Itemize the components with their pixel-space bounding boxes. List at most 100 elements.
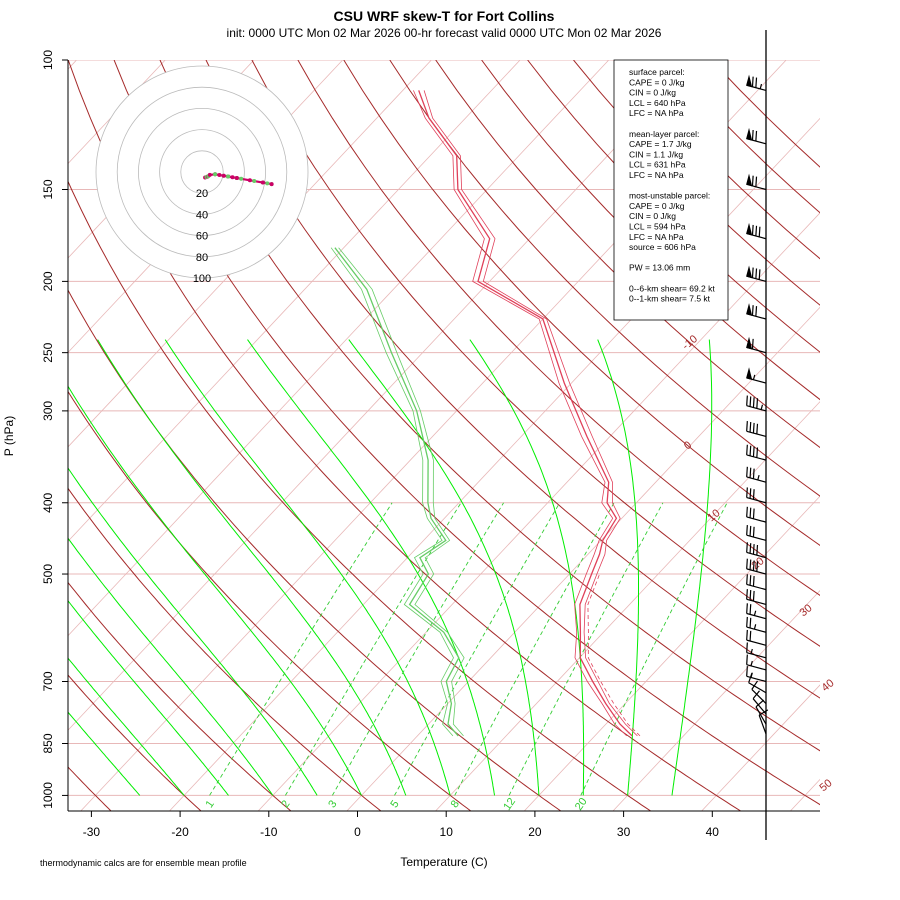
wind-barb-flag: [751, 267, 754, 278]
wind-barb-flag: [752, 508, 755, 519]
stats-line: CAPE = 0 J/kg: [629, 201, 685, 211]
profile-traces: [330, 90, 641, 737]
moist-adiabat: [348, 339, 540, 796]
wind-barb: [748, 672, 767, 694]
stats-line: LCL = 631 hPa: [629, 160, 686, 170]
wind-barb-flag: [752, 590, 755, 602]
wind-barb-flag: [749, 604, 752, 615]
dewpoint-trace: [330, 247, 454, 737]
wind-barb: [746, 524, 767, 541]
isotherm-line: [68, 60, 610, 637]
y-tick-label: 100: [41, 50, 55, 70]
wind-barb-pennant: [746, 222, 753, 236]
wind-barb-flag: [746, 506, 748, 517]
hodograph-point: [207, 172, 212, 177]
hodograph-point: [269, 182, 274, 187]
y-tick-label: 850: [41, 733, 55, 753]
hodograph-ring-label: 80: [196, 252, 208, 264]
wind-barb: [746, 127, 767, 145]
stats-line: PW = 13.06 mm: [629, 263, 690, 273]
stats-line: CIN = 1.1 J/kg: [629, 149, 683, 159]
wind-barb-flag: [749, 507, 752, 518]
chart-subtitle: init: 0000 UTC Mon 02 Mar 2026 00-hr for…: [227, 26, 662, 40]
wind-barb-flag: [749, 575, 752, 586]
wind-barb-flag: [756, 423, 759, 435]
y-tick-label: 700: [41, 671, 55, 691]
hodograph-ring: [159, 129, 245, 215]
wind-barb-flag: [752, 544, 755, 555]
wind-barb: [746, 367, 767, 384]
temperature-trace: [418, 90, 633, 737]
dry-adiabat: [68, 60, 741, 811]
wind-barb-flag: [755, 130, 758, 142]
stats-line: LFC = NA hPa: [629, 232, 684, 242]
stats-line: surface parcel:: [629, 67, 685, 77]
hodograph-point: [265, 181, 270, 186]
x-tick-label: 10: [440, 825, 454, 839]
wind-barb-flag: [756, 447, 759, 458]
wind-barb: [746, 642, 767, 659]
dry-adiabat: [343, 60, 820, 546]
wind-barb-shaft: [746, 675, 767, 683]
wind-barb: [746, 466, 767, 483]
wind-barb-flag: [749, 559, 752, 570]
hodograph-ring: [95, 65, 309, 279]
wind-barb: [746, 506, 767, 523]
wind-barb-shaft: [755, 706, 767, 725]
wind-barb-flag: [746, 654, 748, 665]
wind-barb-flag: [749, 467, 752, 478]
isotherm-line: [701, 684, 820, 811]
temperature-axis: -30 -20 -10 0 10 20 30 40: [83, 811, 719, 839]
hodograph-ring: [137, 108, 266, 236]
mixing-ratio-line: [580, 502, 728, 796]
wind-barb: [746, 654, 767, 671]
wind-barb-flag: [751, 175, 754, 186]
moist-adiabat: [671, 339, 713, 796]
wind-barb: [746, 421, 767, 438]
wind-barb-flag: [752, 526, 755, 538]
y-tick-label: 400: [41, 492, 55, 512]
wind-barb: [755, 699, 767, 725]
moist-adiabat: [68, 385, 362, 796]
wind-barb-flag: [756, 544, 759, 556]
wind-barb-flag: [746, 466, 748, 478]
isotherm-line: [68, 60, 432, 448]
wind-barb: [746, 395, 767, 412]
moist-adiabat: [97, 339, 407, 796]
dry-adiabat: [389, 60, 820, 497]
wind-barb-flag: [746, 629, 748, 641]
chart-title: CSU WRF skew-T for Fort Collins: [334, 8, 555, 24]
thermo-grid: [68, 60, 820, 811]
hodograph-point: [213, 172, 218, 177]
wind-barb-flag: [748, 672, 753, 683]
hodograph-point: [247, 178, 252, 183]
wind-barb-flag: [751, 338, 754, 350]
wind-barb-flag: [752, 468, 755, 479]
wind-barb: [746, 574, 767, 591]
dewpoint-trace: [338, 247, 465, 737]
hodograph-ring: [180, 150, 224, 194]
wind-barb-flag: [746, 421, 748, 432]
hodograph-point: [260, 180, 265, 185]
wind-barb-pennant: [746, 265, 753, 279]
wind-barb-flag: [755, 699, 765, 708]
wind-barb: [746, 336, 767, 354]
x-tick-label: 20: [528, 825, 542, 839]
wind-barb-flag: [752, 560, 755, 571]
temperature-trace: [413, 90, 627, 737]
mixing-ratio-label: 8: [449, 798, 462, 810]
stats-line: CAPE = 1.7 J/kg: [629, 139, 692, 149]
y-tick-label: 250: [41, 342, 55, 362]
x-tick-label: 0: [354, 825, 361, 839]
stats-line: LCL = 640 hPa: [629, 98, 686, 108]
wind-barb-flag: [752, 690, 760, 700]
mixing-ratio-line: [209, 502, 393, 796]
wind-barb-shaft: [746, 652, 767, 659]
dry-adiabat: [68, 180, 651, 811]
hodograph-point: [226, 174, 231, 179]
wind-barb-pennant: [746, 303, 753, 316]
dewpoint-trace: [334, 247, 460, 737]
wind-barb-flag: [746, 666, 748, 677]
wind-barb: [746, 487, 767, 504]
